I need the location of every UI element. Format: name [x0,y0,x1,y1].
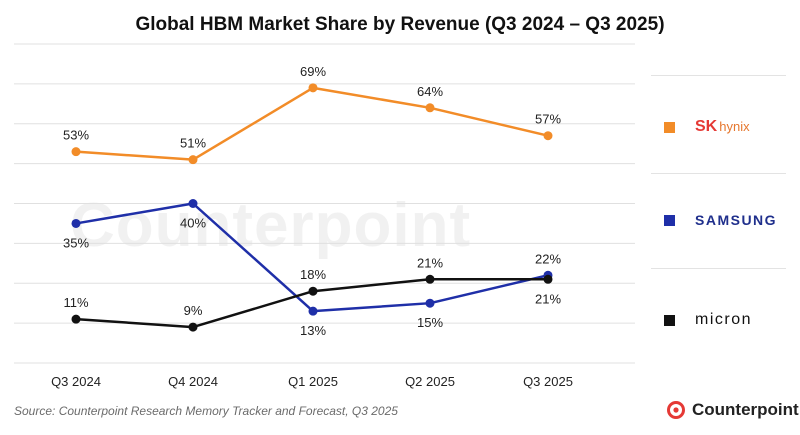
x-tick-label: Q3 2024 [51,374,101,389]
data-label: 57% [535,112,561,127]
legend-item-sk-hynix: SK hynix [664,118,750,136]
x-tick-label: Q4 2024 [168,374,218,389]
data-label: 40% [180,216,206,231]
grid-lines [14,43,635,364]
data-point [188,322,198,332]
samsung-logo: SAMSUNG [695,212,778,228]
chart-title: Global HBM Market Share by Revenue (Q3 2… [135,14,665,35]
legend-item-samsung: SAMSUNG [664,212,777,228]
data-label: 18% [300,267,326,282]
series-line-micron [75,278,548,329]
data-point [543,274,553,284]
counterpoint-icon [667,401,685,419]
data-label: 53% [63,128,89,143]
legend-item-micron: micron [664,311,752,329]
data-point [543,131,553,141]
data-point [425,274,435,284]
sk-hynix-logo: SK hynix [695,118,750,135]
data-point [308,83,318,93]
x-tick-label: Q2 2025 [405,374,455,389]
counterpoint-logo: Counterpoint [666,400,799,420]
data-label: 11% [63,295,88,310]
data-label: 51% [180,136,206,151]
data-label: 13% [300,323,326,338]
data-point [308,306,318,316]
x-tick-label: Q1 2025 [288,374,338,389]
legend-marker-samsung [664,214,675,226]
legend-marker-sk-hynix [664,121,675,133]
data-point [71,314,81,324]
legend-marker-micron [664,314,675,326]
data-label: 22% [535,251,561,266]
data-label: 69% [300,64,326,79]
data-label: 9% [184,303,203,318]
x-tick-label: Q3 2025 [523,374,573,389]
data-point [188,199,198,208]
micron-logo: micron [695,311,753,328]
x-axis-ticks: Q3 2024 Q4 2024 Q1 2025 Q2 2025 Q3 2025 [51,374,573,389]
source-note: Source: Counterpoint Research Memory Tra… [14,404,398,418]
data-point [71,218,81,228]
data-label: 15% [417,315,443,330]
data-labels: 53% 51% 69% 64% 57% 35% 40% 13% 15% 22% 11% 9% 18% 21… [63,64,561,338]
data-point [425,298,435,308]
data-label: 21% [417,255,443,270]
data-point [188,155,198,165]
legend-separator [651,268,786,269]
data-point [308,286,318,296]
data-label: 35% [63,235,89,250]
data-label: 21% [535,291,561,306]
legend-separator [651,173,786,174]
legend-separator [651,75,786,76]
series-points [71,83,553,332]
data-point [71,147,81,157]
data-point [425,103,435,113]
watermark: Counterpoint [70,191,472,260]
data-label: 64% [417,84,443,99]
